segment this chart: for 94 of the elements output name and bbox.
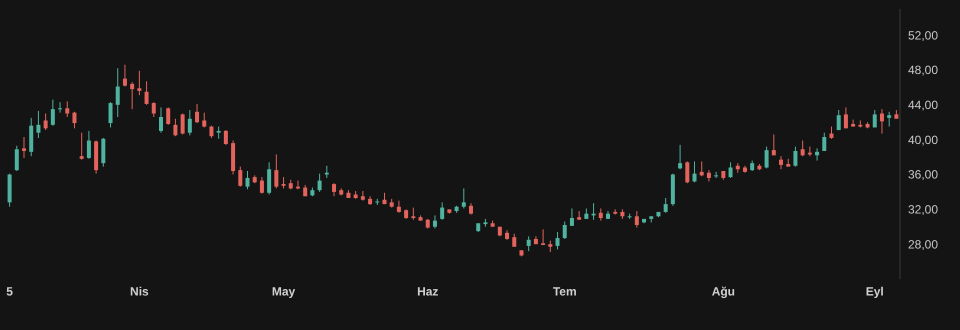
x-tick-label: Nis: [130, 284, 150, 299]
candlestick: [556, 231, 560, 250]
candlestick: [36, 110, 40, 138]
candlestick: [750, 160, 754, 172]
candlestick: [72, 111, 76, 129]
candlestick: [836, 110, 841, 131]
candlestick: [736, 162, 740, 174]
candlestick: [288, 179, 293, 190]
candlestick: [65, 100, 70, 118]
candlestick: [700, 160, 704, 177]
candlestick: [282, 176, 286, 189]
y-tick-label: 52,00: [908, 28, 938, 42]
candlestick: [620, 208, 624, 220]
candlestick: [404, 208, 408, 220]
y-tick-label: 28,00: [908, 237, 938, 252]
candlestick: [238, 166, 242, 188]
candlestick: [318, 173, 322, 192]
candlestick: [793, 146, 798, 168]
candlestick: [469, 202, 474, 216]
candlestick: [800, 140, 805, 157]
candlestick: [44, 113, 48, 131]
candlestick: [844, 106, 848, 129]
candlestick: [22, 136, 26, 158]
candlestick: [246, 170, 250, 190]
candlestick: [505, 230, 510, 240]
candlestick: [260, 176, 264, 194]
candlestick: [116, 68, 120, 118]
candlestick: [202, 112, 206, 128]
candlestick: [548, 240, 552, 252]
candlestick: [173, 118, 178, 137]
y-tick-label: 40,00: [908, 132, 938, 147]
candlestick: [779, 156, 784, 170]
y-tick-label: 36,00: [908, 168, 938, 182]
candlestick: [332, 182, 336, 197]
y-tick-label: 32,00: [908, 202, 938, 217]
candlestick: [498, 226, 502, 237]
candlestick: [324, 165, 329, 178]
candlestick: [829, 126, 834, 140]
candlestick: [58, 102, 62, 114]
candlestick: [570, 208, 574, 226]
candlestick: [209, 125, 214, 138]
candlestick: [274, 154, 278, 189]
candlestick: [592, 202, 596, 220]
x-tick-label: Ağu: [712, 284, 736, 299]
candlestick: [86, 130, 91, 160]
candlestick: [440, 202, 444, 220]
candlestick: [108, 102, 113, 128]
candlestick: [195, 103, 200, 124]
candlestick: [130, 82, 134, 110]
candlestick: [664, 198, 668, 214]
candlestick: [166, 106, 170, 126]
candlestick: [462, 188, 466, 209]
candlestick: [822, 132, 826, 152]
candlestick: [678, 144, 682, 170]
candlestick: [144, 80, 149, 106]
candlestick: [14, 145, 19, 172]
candlestick: [598, 208, 603, 222]
x-tick-label: May: [272, 284, 296, 299]
candlestick: [634, 210, 639, 228]
candlestick: [180, 113, 185, 135]
candlestick: [188, 110, 192, 136]
candlestick: [562, 221, 567, 240]
candlestick: [772, 134, 776, 156]
candlestick: [692, 160, 697, 183]
candlestick: [706, 170, 711, 182]
candlestick: [872, 110, 877, 128]
x-tick-label: Tem: [552, 284, 577, 299]
candlestick: [880, 108, 884, 134]
y-tick-label: 44,00: [908, 98, 938, 112]
candlestick: [80, 132, 84, 160]
y-tick-label: 48,00: [908, 63, 938, 78]
candlestick: [808, 146, 812, 157]
candlestick: [224, 130, 228, 146]
candlestick: [426, 218, 430, 229]
candlestick: [887, 111, 892, 128]
candlestick: [685, 160, 690, 184]
candlestick: [303, 184, 308, 197]
candlestick: [512, 233, 516, 248]
x-tick-label: Haz: [417, 284, 438, 299]
candlestick: [526, 236, 531, 252]
candlestick: [764, 146, 769, 169]
candlestick: [122, 64, 127, 88]
candlestick: [267, 162, 272, 196]
x-tick-label: Eyl: [866, 284, 884, 299]
candlestick: [815, 148, 820, 162]
candlestick: [158, 106, 163, 134]
candlestick: [728, 162, 733, 178]
candlestick: [432, 214, 437, 229]
candlestick: [137, 70, 142, 96]
candlestick: [152, 102, 156, 118]
candlestick: [584, 208, 588, 220]
candlestick: [50, 99, 55, 126]
candlestick: [396, 200, 401, 214]
x-tick-label: 5: [6, 284, 14, 299]
